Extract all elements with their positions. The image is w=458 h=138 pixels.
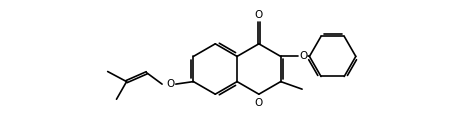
Text: O: O (255, 10, 263, 20)
Text: O: O (255, 98, 263, 108)
Text: O: O (166, 79, 174, 89)
Text: O: O (300, 51, 308, 61)
